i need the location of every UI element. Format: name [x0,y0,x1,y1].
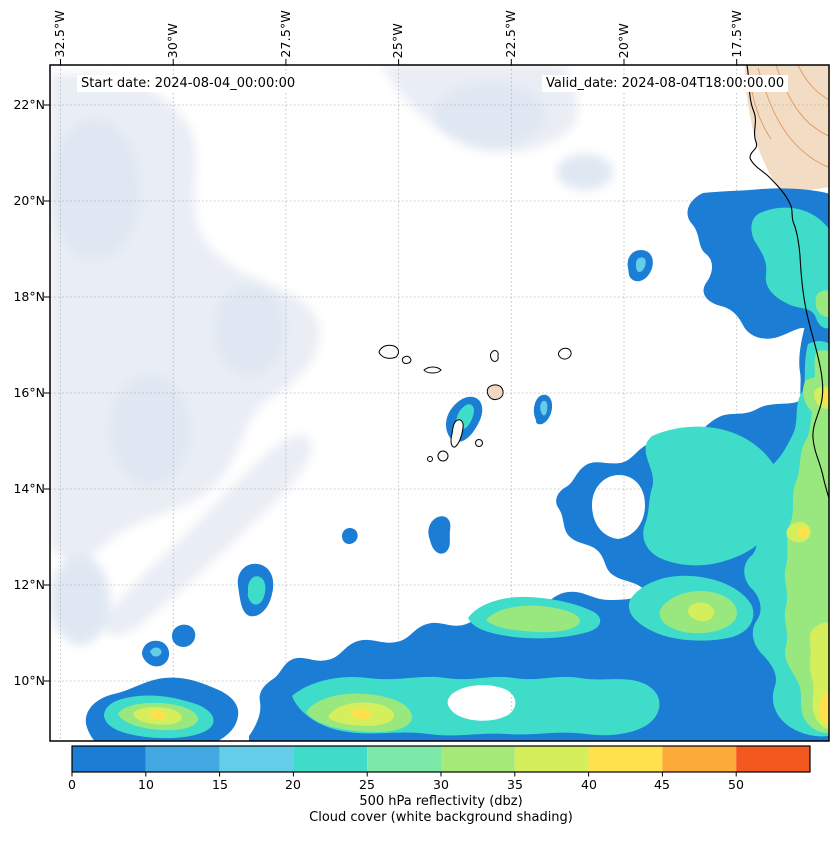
echo-contour [815,290,829,318]
contour-outline [557,347,572,360]
island-outline [423,366,442,374]
lat-tick-label: 10°N [13,673,45,688]
colorbar-tick-label: 40 [581,777,597,792]
colorbar-segment [736,746,810,772]
colorbar-segment [441,746,515,772]
cloud-patch [50,555,110,645]
lon-tick-label: 22.5°W [503,10,518,58]
lon-tick-label: 25°W [390,22,405,58]
echo-contour [488,652,513,677]
colorbar-tick-label: 45 [654,777,670,792]
lat-tick-label: 20°N [13,193,45,208]
island-outline [450,419,464,448]
colorbar-subtitle: Cloud cover (white background shading) [309,810,573,825]
colorbar-segment [219,746,294,772]
lon-tick-label: 27.5°W [278,10,293,58]
cloud-patch [215,285,285,375]
echo-level-cyan [150,257,646,657]
island-outline [486,384,504,400]
colorbar-tick-label: 30 [433,777,449,792]
plot-border [49,64,830,742]
lon-tick-label: 30°W [165,22,180,58]
echo-contour [797,526,809,538]
island-outline [490,350,499,362]
axis-ticks [44,59,738,682]
land-contour [751,91,772,140]
echo-contour [688,602,715,622]
lat-tick-label: 22°N [13,97,45,112]
lat-tick-label: 18°N [13,289,45,304]
colorbar-segment [662,746,737,772]
echo-contour [751,207,829,329]
colorbar-tick-label: 20 [285,777,301,792]
cloud-cover-shading [50,65,613,645]
colorbar-segment [293,746,368,772]
echo-level-yellow [149,389,829,726]
echo-contour [819,692,829,726]
colorbar [71,745,811,777]
colorbar-segment [367,746,441,772]
echo-contour [428,516,451,554]
colorbar-tick-label: 35 [507,777,523,792]
cloud-patch [104,435,312,636]
echo-contour [150,647,162,657]
island-outline [401,355,412,364]
cloud-patch [557,154,613,190]
colorbar-tick-label: 0 [68,777,76,792]
island-outline [378,344,399,359]
colorbar-segment [514,746,589,772]
echo-contour-orange [829,393,837,402]
echo-contour [540,400,548,416]
land-contour [797,65,829,101]
lat-tick-label: 14°N [13,481,45,496]
colorbar-segment [588,746,663,772]
echo-contour [635,257,646,273]
colorbar-tick-label: 15 [212,777,228,792]
reflectivity-echoes [85,188,837,741]
coastlines [378,65,829,501]
land-fill [744,65,829,192]
cape-verde-islands [378,344,572,462]
colorbar-segment [145,746,220,772]
echo-contour [822,389,829,406]
start-date-label: Start date: 2024-08-04_00:00:00 [77,75,300,92]
colorbar-tick-label: 10 [138,777,154,792]
cloud-patch [435,83,545,147]
africa-coastline [746,65,829,501]
colorbar-ticks [71,772,737,777]
colorbar-title: 500 hPa reflectivity (dbz) [359,794,523,809]
echo-contour [149,710,167,720]
lat-tick-label: 12°N [13,577,45,592]
lon-tick-label: 17.5°W [729,10,744,58]
colorbar-segment [72,746,146,772]
lat-tick-label: 16°N [13,385,45,400]
echo-contour [342,527,358,545]
valid-date-label: Valid_date: 2024-08-04T18:00:00.00 [542,75,789,92]
colorbar-tick-label: 50 [728,777,744,792]
cloud-patch [110,375,190,485]
lon-tick-label: 32.5°W [52,10,67,58]
lon-tick-label: 20°W [616,22,631,58]
echo-contour [486,605,581,633]
echo-contour [172,624,196,647]
island-outline [437,450,449,462]
echo-contour [351,708,372,720]
echo-contour [643,426,782,566]
cloud-patch [50,120,140,260]
island-outline [427,456,433,462]
echo-contour [247,576,266,605]
island-outline [475,439,483,447]
colorbar-tick-label: 25 [359,777,375,792]
